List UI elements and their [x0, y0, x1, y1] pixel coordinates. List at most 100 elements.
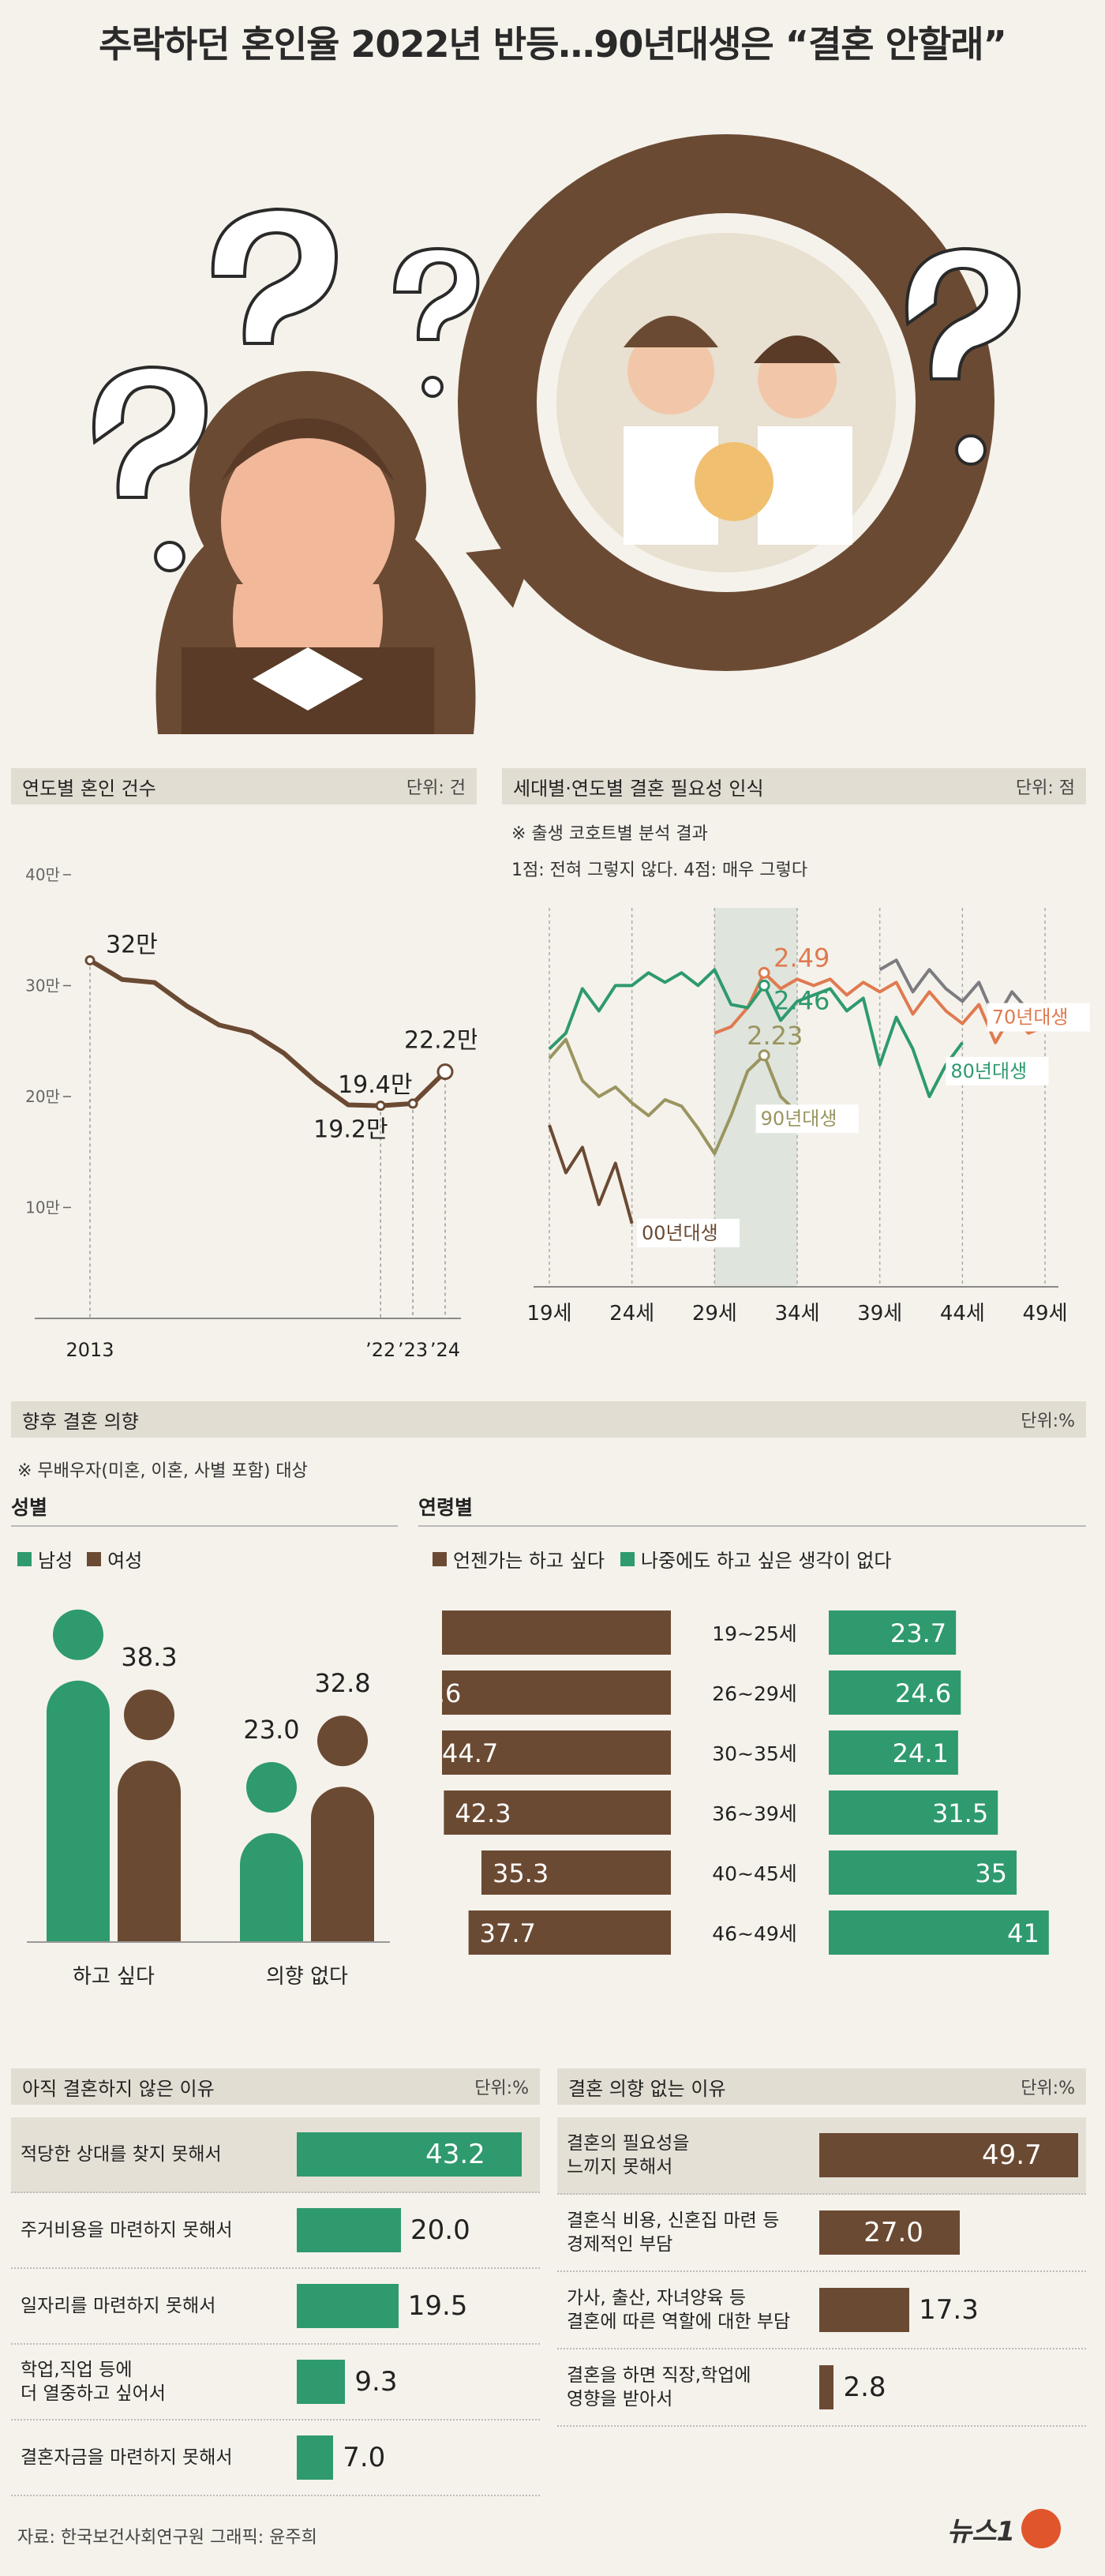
reason-label-line: 결혼의 필요성을 [567, 2133, 690, 2154]
section-title: 결혼 의향 없는 이유 [568, 2077, 726, 2100]
reason-value: 20.0 [410, 2214, 470, 2246]
series-tag-label: 70년대생 [992, 1007, 1069, 1029]
logo-text: 뉴스1 [947, 2515, 1016, 2548]
gender-value-label: 38.3 [121, 1642, 177, 1672]
wedding-ring-illustration [458, 134, 1021, 671]
age-intent-chart: 58.519~25세23.751.626~29세24.644.730~35세24… [442, 1610, 1049, 1955]
annotation-2024: 22.2만 [404, 1027, 477, 1055]
page-title: 추락하던 혼인율 2022년 반등…90년대생은 “결혼 안할래” [99, 23, 1007, 66]
age-no-bar [829, 1910, 1049, 1955]
reasons-no-intent-list: 결혼의 필요성을 느끼지 못해서 49.7 결혼식 비용, 신혼집 마련 등 경제적인 … [557, 2117, 1086, 2427]
data-point [375, 1101, 386, 1112]
reason-label: 결혼을 하면 직장,학업에 영향을 받아서 [557, 2364, 819, 2411]
age-want-value: 37.7 [480, 1918, 536, 1948]
age-no-value: 24.1 [893, 1738, 949, 1768]
reason-value: 43.2 [425, 2139, 485, 2170]
reason-label: 가사, 출산, 자녀양육 등 결혼에 따른 역할에 대한 부담 [557, 2286, 819, 2334]
age-label: 40~45세 [712, 1862, 797, 1885]
intent-note: ※ 무배우자(미혼, 이혼, 사별 포함) 대상 [17, 1461, 308, 1481]
age-no-bar [829, 1850, 1017, 1895]
age-want-bar [442, 1670, 671, 1715]
reason-bar [297, 2435, 334, 2480]
age-label: 46~49세 [712, 1922, 797, 1945]
reason-value: 9.3 [354, 2366, 398, 2398]
reason-label-line: 영향을 받아서 [567, 2389, 673, 2409]
marriage-count-line [88, 958, 448, 1108]
age-label: 30~35세 [712, 1742, 797, 1765]
reason-label-line: 결혼식 비용, 신혼집 마련 등 [567, 2210, 780, 2231]
reason-row: 일자리를 마련하지 못해서 19.5 [11, 2269, 540, 2345]
value-label: 2.49 [774, 943, 830, 973]
reasons-not-yet-list: 적당한 상대를 찾지 못해서 43.2 주거비용을 마련하지 못해서 20.0 일자리를… [11, 2117, 540, 2496]
data-point [407, 1098, 418, 1109]
section-title: 향후 결혼 의향 [22, 1410, 139, 1433]
age-no-value: 41 [1007, 1918, 1039, 1948]
legend-label: 나중에도 하고 싶은 생각이 없다 [640, 1550, 892, 1572]
age-want-value: 42.3 [455, 1798, 511, 1828]
unit-label: 단위:% [1021, 1412, 1075, 1431]
reason-row: 결혼의 필요성을 느끼지 못해서 49.7 [557, 2117, 1086, 2195]
unit-label: 단위:% [1021, 2079, 1075, 2098]
reason-label-line: 일자리를 마련하지 못해서 [21, 2296, 216, 2316]
value-label: 2.23 [747, 1021, 803, 1051]
series-tag-bg [755, 1104, 859, 1134]
series-tag-bg [946, 1056, 1049, 1086]
reason-row: 결혼자금을 마련하지 못해서 7.0 [11, 2420, 540, 2496]
age-subhead: 연령별 [418, 1492, 1086, 1527]
reason-bar [297, 2132, 523, 2177]
reason-row: 결혼을 하면 직장,학업에 영향을 받아서 2.8 [557, 2349, 1086, 2427]
age-want-bar [468, 1910, 671, 1955]
x-tick-label: 49세 [1022, 1302, 1067, 1325]
reason-row: 가사, 출산, 자녀양육 등 결혼에 따른 역할에 대한 부담 17.3 [557, 2272, 1086, 2349]
reason-label-line: 느끼지 못해서 [567, 2157, 673, 2177]
age-want-bar [442, 1730, 671, 1775]
reason-label-line: 적당한 상대를 찾지 못해서 [21, 2144, 222, 2165]
age-no-value: 24.6 [895, 1678, 951, 1708]
series-tag-bg [636, 1218, 740, 1247]
unit-label: 단위: 건 [406, 778, 466, 798]
reason-label-line: 결혼에 따른 역할에 대한 부담 [567, 2312, 791, 2332]
reason-value: 19.5 [407, 2290, 468, 2322]
legend-label: 남성 [38, 1550, 73, 1572]
reason-label-line: 더 열중하고 싶어서 [21, 2383, 166, 2404]
age-label: 26~29세 [712, 1682, 797, 1705]
age-want-bar [481, 1850, 671, 1895]
marriage-count-header: 연도별 혼인 건수 단위: 건 [11, 768, 477, 804]
y-tick-label: 30만 [25, 977, 60, 996]
marriage-count-chart: 40만 30만 20만 10만 32만 19.2만 19.4만 22.2만 2013 ’22’23… [25, 865, 477, 1361]
subhead-label: 성별 [11, 1496, 48, 1519]
x-tick-label: ’22 [365, 1339, 395, 1361]
gender-bar-cap [240, 1833, 303, 1896]
series-tag-bg [987, 1003, 1090, 1032]
reason-label: 적당한 상대를 찾지 못해서 [11, 2143, 297, 2166]
reasons-not-yet-header: 아직 결혼하지 않은 이유 단위:% [11, 2068, 540, 2105]
x-tick-label: 24세 [609, 1302, 654, 1325]
reason-label-line: 주거비용을 마련하지 못해서 [21, 2220, 233, 2240]
source-credit: 자료: 한국보건사회연구원 그래픽: 윤주희 [17, 2528, 317, 2548]
series-tag-label: 90년대생 [761, 1108, 837, 1130]
series-line-1 [548, 968, 964, 1099]
gender-value-label: 23.0 [243, 1715, 299, 1745]
age-no-bar [829, 1670, 961, 1715]
person-head-icon [124, 1689, 174, 1741]
age-label: 19~25세 [712, 1622, 797, 1645]
legend-label: 언젠가는 하고 싶다 [453, 1550, 605, 1572]
reason-label: 주거비용을 마련하지 못해서 [11, 2218, 297, 2242]
legend-swatch-male [17, 1551, 32, 1566]
reason-bar [297, 2208, 401, 2252]
necessity-header: 세대별·연도별 결혼 필요성 인식 단위: 점 [502, 768, 1086, 804]
gender-value-label: 55.2 [50, 1587, 106, 1592]
data-point [758, 979, 770, 992]
reason-label-line: 경제적인 부담 [567, 2234, 673, 2255]
x-tick-label: 19세 [526, 1302, 571, 1325]
legend-label: 여성 [107, 1550, 143, 1572]
section-title: 연도별 혼인 건수 [22, 777, 156, 800]
x-tick-label: 39세 [857, 1302, 902, 1325]
subhead-label: 연령별 [418, 1496, 474, 1519]
legend-swatch-no [620, 1551, 635, 1566]
reason-label-line: 학업,직업 등에 [21, 2360, 133, 2380]
necessity-chart: 2.49 2.46 2.23 70년대생 80년대생 90년대생 00년대생 19세 24세 29… [526, 908, 1090, 1325]
y-tick-label: 20만 [25, 1087, 60, 1106]
data-point [758, 1049, 770, 1062]
